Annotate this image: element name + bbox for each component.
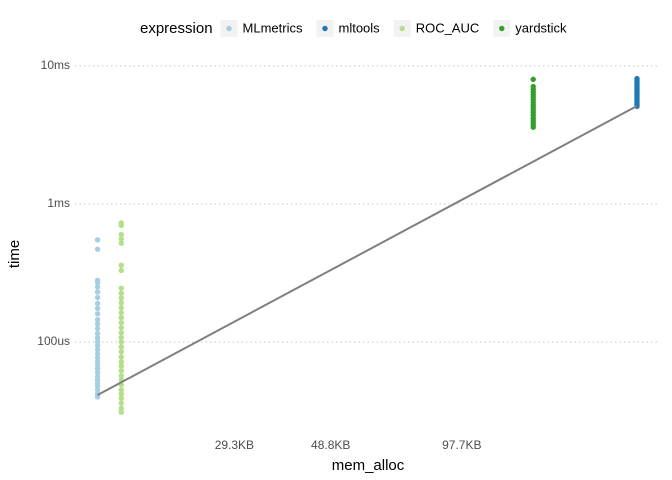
legend-label: ROC_AUC [416,20,480,35]
point [94,325,101,332]
point [118,334,124,341]
point [118,324,124,331]
legend-swatch [226,25,232,32]
point [94,369,101,376]
point [118,267,124,274]
point [94,354,101,361]
point [94,317,101,323]
point [118,409,124,415]
legend-swatch [399,25,405,32]
point [118,314,124,321]
y-tick-label: 1ms [47,196,70,210]
legend: expression MLmetrics mltools ROC_AUC yardsti… [140,20,567,37]
legend-label: MLmetrics [243,20,303,35]
point [118,405,124,412]
point [118,262,124,268]
trend-line [97,105,638,396]
point [118,295,124,301]
point [118,285,124,291]
point [94,339,101,345]
point [118,349,124,355]
point [94,387,101,393]
point [94,284,101,290]
x-tick-label: 97.7KB [442,438,481,452]
point [118,339,124,345]
point [530,83,536,90]
point [118,240,124,246]
legend-title: expression [140,20,213,37]
point [118,220,124,226]
x-tick-label: 48.8KB [311,438,350,452]
point [118,290,124,297]
point [94,305,101,312]
x-axis-title: mem_alloc [332,457,405,474]
point [94,237,101,243]
point [118,387,124,393]
y-tick-label: 10ms [41,58,70,72]
point [118,300,124,306]
point [118,400,124,406]
point [118,391,124,397]
point [118,395,124,402]
legend-swatch [499,25,505,32]
point [94,294,101,301]
point [118,358,124,365]
point [118,344,124,350]
point [118,305,124,311]
point [94,358,101,365]
point [94,321,101,327]
point [94,277,101,283]
point [118,354,124,360]
point [118,363,124,369]
point [118,309,124,316]
point [118,231,124,238]
point [94,246,101,252]
point [118,367,124,374]
point [94,330,101,337]
point [94,335,101,341]
point [94,342,101,349]
point [94,311,101,317]
legend-label: yardstick [515,20,567,35]
legend-label: mltools [339,20,381,35]
point [94,300,101,307]
point [94,289,101,295]
y-axis-title: time [6,240,23,268]
point [530,76,536,83]
point [94,346,101,353]
point [118,236,124,242]
point [118,372,124,379]
point [118,319,124,326]
x-tick-label: 29.3KB [215,438,254,452]
point [634,75,640,82]
y-tick-label: 100us [37,334,70,348]
point [118,329,124,336]
point [94,374,101,380]
legend-swatch [322,25,328,32]
point [94,351,101,357]
